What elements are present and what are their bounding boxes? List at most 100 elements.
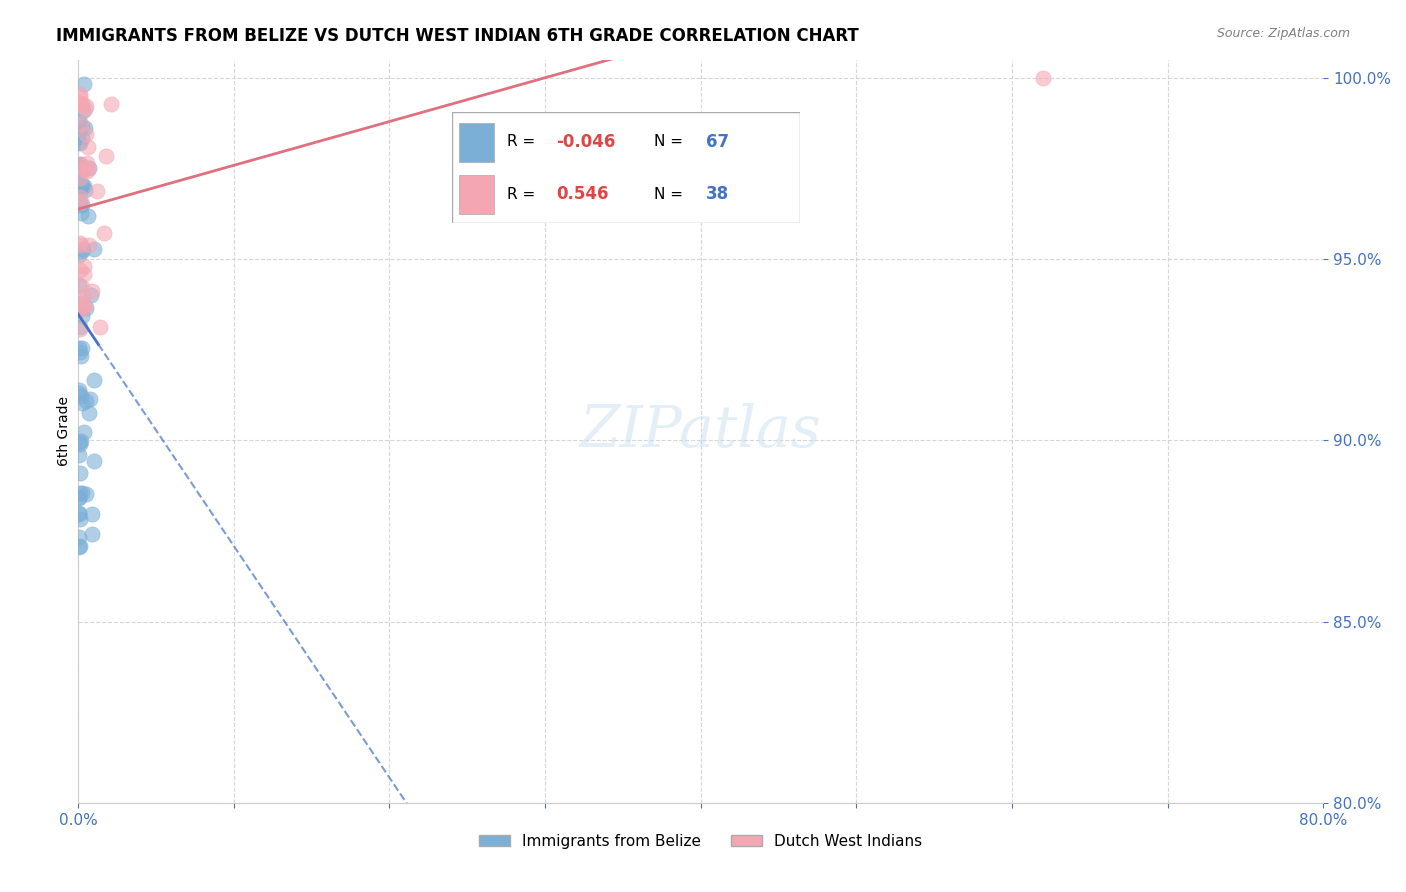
Point bbox=[70, 395, 93, 409]
Point bbox=[75, 121, 97, 136]
Point bbox=[69, 164, 91, 178]
Point bbox=[75, 487, 97, 501]
Point bbox=[75, 102, 97, 116]
Text: Source: ZipAtlas.com: Source: ZipAtlas.com bbox=[1216, 27, 1350, 40]
Point bbox=[69, 322, 91, 336]
Point bbox=[94, 149, 117, 163]
Point bbox=[72, 198, 94, 212]
Point bbox=[75, 299, 97, 313]
Point bbox=[69, 263, 91, 277]
Point bbox=[86, 184, 108, 198]
Point bbox=[77, 140, 100, 154]
Point bbox=[70, 244, 93, 258]
Point bbox=[73, 161, 96, 176]
Point bbox=[69, 319, 91, 334]
Point bbox=[83, 242, 105, 256]
Point bbox=[69, 157, 91, 171]
Point bbox=[67, 383, 90, 397]
Point bbox=[77, 161, 100, 176]
Point bbox=[69, 485, 91, 500]
Point bbox=[70, 178, 93, 193]
Point bbox=[67, 163, 90, 178]
Point bbox=[72, 301, 94, 315]
Point bbox=[72, 103, 94, 118]
Text: IMMIGRANTS FROM BELIZE VS DUTCH WEST INDIAN 6TH GRADE CORRELATION CHART: IMMIGRANTS FROM BELIZE VS DUTCH WEST IND… bbox=[56, 27, 859, 45]
Point bbox=[75, 301, 97, 316]
Point bbox=[75, 99, 97, 113]
Y-axis label: 6th Grade: 6th Grade bbox=[58, 396, 72, 467]
Point bbox=[83, 373, 105, 387]
Point bbox=[67, 507, 90, 521]
Point bbox=[67, 295, 90, 310]
Point bbox=[70, 96, 93, 111]
Point bbox=[69, 389, 91, 403]
Legend: Immigrants from Belize, Dutch West Indians: Immigrants from Belize, Dutch West India… bbox=[472, 828, 928, 855]
Point bbox=[67, 449, 90, 463]
Point bbox=[73, 77, 96, 91]
Point bbox=[72, 425, 94, 439]
Point bbox=[69, 87, 91, 101]
Point bbox=[70, 485, 93, 500]
Point bbox=[79, 392, 101, 407]
Point bbox=[76, 164, 98, 178]
Point bbox=[67, 506, 90, 520]
Point bbox=[69, 349, 91, 363]
Point bbox=[83, 454, 105, 468]
Point bbox=[67, 540, 90, 554]
Point bbox=[70, 206, 93, 220]
Point bbox=[67, 434, 90, 449]
Point bbox=[69, 136, 91, 151]
Point bbox=[79, 405, 101, 419]
Point bbox=[80, 288, 103, 302]
Point bbox=[79, 238, 101, 252]
Point bbox=[69, 303, 91, 318]
Point bbox=[70, 131, 93, 145]
Point bbox=[69, 170, 91, 185]
Point bbox=[76, 161, 98, 175]
Point bbox=[70, 434, 93, 449]
Point bbox=[70, 194, 93, 209]
Point bbox=[72, 341, 94, 355]
Point bbox=[69, 117, 91, 131]
Point bbox=[67, 248, 90, 262]
Point bbox=[67, 491, 90, 506]
Point bbox=[73, 267, 96, 281]
Point bbox=[67, 135, 90, 149]
Point bbox=[76, 209, 98, 223]
Point bbox=[69, 235, 91, 250]
Point bbox=[69, 161, 91, 176]
Point bbox=[93, 227, 115, 241]
Point bbox=[69, 302, 91, 317]
Point bbox=[75, 393, 97, 408]
Point bbox=[69, 95, 91, 110]
Point bbox=[69, 198, 91, 212]
Point bbox=[70, 96, 93, 111]
Point bbox=[69, 539, 91, 553]
Point bbox=[72, 290, 94, 304]
Point bbox=[67, 186, 90, 200]
Point bbox=[69, 437, 91, 451]
Point bbox=[69, 156, 91, 170]
Point bbox=[100, 96, 122, 111]
Point bbox=[72, 259, 94, 273]
Point bbox=[80, 527, 103, 541]
Point bbox=[82, 507, 104, 521]
Point bbox=[67, 490, 90, 504]
Point bbox=[67, 158, 90, 172]
Point bbox=[69, 90, 91, 104]
Point bbox=[70, 238, 93, 252]
Point bbox=[76, 156, 98, 170]
Point bbox=[72, 242, 94, 256]
Point bbox=[75, 127, 97, 141]
Point bbox=[67, 114, 90, 128]
Point bbox=[70, 280, 93, 294]
Point bbox=[67, 341, 90, 355]
Point bbox=[69, 190, 91, 204]
Text: ZIPatlas: ZIPatlas bbox=[579, 403, 821, 459]
Point bbox=[67, 530, 90, 544]
Point bbox=[73, 178, 96, 193]
Point bbox=[67, 124, 90, 138]
Point bbox=[67, 277, 90, 292]
Point bbox=[67, 386, 90, 401]
Point bbox=[69, 466, 91, 480]
